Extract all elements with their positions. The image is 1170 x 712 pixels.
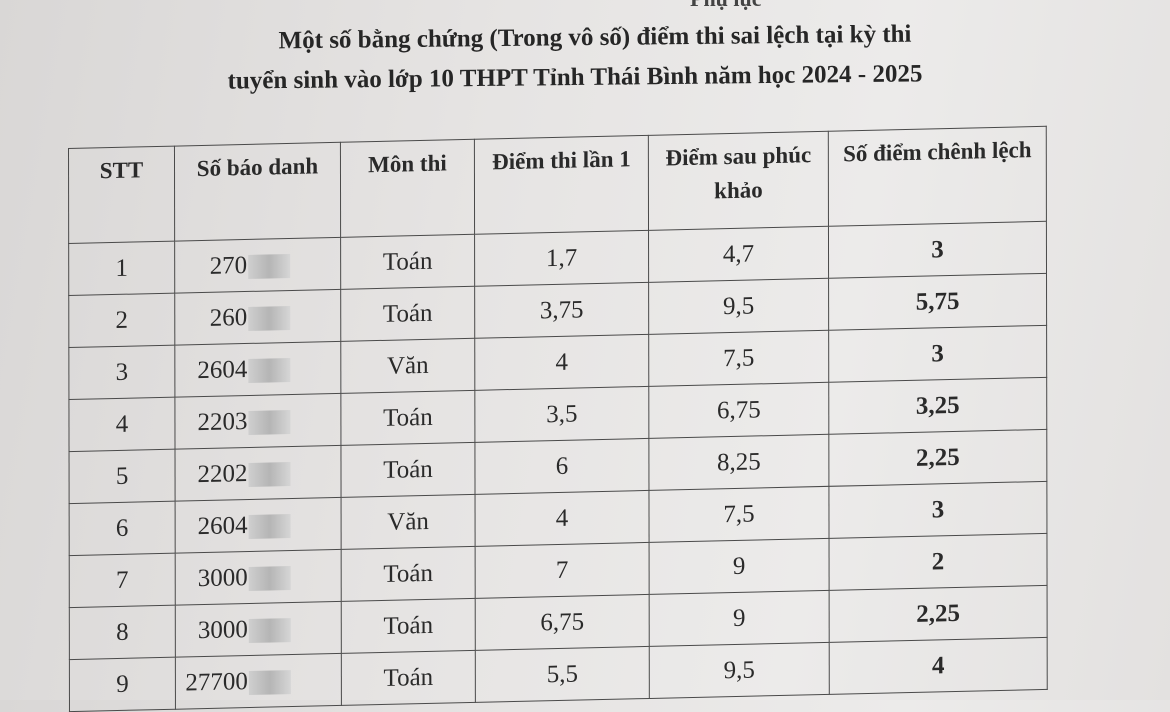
cell-chenh-lech: 3 (828, 221, 1047, 279)
cell-stt: 5 (69, 449, 176, 504)
cell-diem-lan-1: 4 (475, 490, 650, 547)
candidate-number-visible: 3000 (197, 615, 248, 644)
cell-mon-thi: Toán (341, 546, 476, 602)
redaction-blur (248, 253, 291, 279)
score-discrepancy-table: STT Số báo danh Môn thi Điểm thi lần 1 Đ… (68, 126, 1048, 712)
document-title-line-2: tuyển sinh vào lớp 10 THPT Tỉnh Thái Bìn… (227, 60, 923, 95)
cell-chenh-lech: 3,25 (828, 377, 1047, 435)
cell-stt: 1 (68, 241, 175, 296)
cell-chenh-lech: 3 (828, 325, 1047, 383)
cell-diem-lan-1: 1,7 (474, 230, 649, 287)
candidate-number-visible: 260 (209, 303, 248, 332)
cell-diem-phuc-khao: 9 (649, 538, 830, 595)
header-so-bao-danh: Số báo danh (174, 142, 341, 242)
cell-diem-lan-1: 3,5 (474, 386, 649, 443)
candidate-number-visible: 2203 (197, 407, 248, 436)
cell-stt: 7 (69, 553, 176, 608)
cell-diem-lan-1: 4 (474, 334, 649, 391)
redaction-blur (248, 565, 291, 591)
cell-chenh-lech: 3 (828, 481, 1047, 539)
cell-mon-thi: Toán (341, 598, 476, 654)
cell-chenh-lech: 2,25 (828, 429, 1047, 487)
redaction-blur (248, 669, 291, 695)
header-stt: STT (68, 146, 175, 244)
cell-stt: 4 (68, 397, 176, 452)
cell-so-bao-danh: 270 (174, 237, 341, 294)
header-mon-thi: Môn thi (340, 139, 475, 238)
cell-mon-thi: Toán (340, 234, 475, 290)
redaction-blur (248, 357, 291, 383)
candidate-number-visible: 270 (209, 251, 248, 280)
cell-diem-phuc-khao: 6,75 (648, 382, 829, 439)
cell-so-bao-danh: 2604 (174, 341, 341, 398)
header-chenh-lech: Số điểm chênh lệch (828, 126, 1047, 227)
score-table-wrapper: STT Số báo danh Môn thi Điểm thi lần 1 Đ… (68, 126, 1048, 712)
cell-diem-phuc-khao: 9 (649, 590, 830, 647)
cell-stt: 2 (68, 293, 175, 348)
cell-diem-lan-1: 7 (475, 542, 650, 599)
document-title-line-1: Một số bằng chứng (Trong vô số) điểm thi… (278, 20, 912, 55)
cell-stt: 8 (69, 605, 176, 660)
cell-chenh-lech: 2,25 (829, 585, 1048, 643)
header-diem-phuc-khao: Điểm sau phúc khảo (648, 131, 829, 231)
cell-so-bao-danh: 3000 (175, 601, 342, 658)
cell-diem-lan-1: 3,75 (474, 282, 649, 339)
redaction-blur (248, 513, 291, 539)
cell-stt: 6 (69, 501, 176, 556)
cell-diem-phuc-khao: 8,25 (648, 434, 829, 491)
cell-diem-phuc-khao: 4,7 (648, 226, 829, 283)
header-diem-lan-1: Điểm thi lần 1 (474, 135, 649, 235)
cell-chenh-lech: 5,75 (828, 273, 1047, 331)
candidate-number-visible: 2604 (197, 511, 248, 540)
cell-mon-thi: Văn (340, 338, 475, 394)
candidate-number-visible: 2202 (197, 459, 248, 488)
candidate-number-visible: 27700 (185, 667, 248, 696)
cell-chenh-lech: 2 (829, 533, 1048, 591)
cell-mon-thi: Toán (340, 390, 475, 446)
cell-diem-lan-1: 6 (474, 438, 649, 495)
cell-stt: 9 (69, 657, 176, 712)
candidate-number-visible: 2604 (197, 355, 248, 384)
redaction-blur (248, 409, 291, 435)
cell-diem-phuc-khao: 9,5 (649, 642, 830, 699)
cell-stt: 3 (68, 345, 175, 400)
cell-diem-phuc-khao: 7,5 (648, 330, 829, 387)
redaction-blur (248, 305, 291, 331)
cell-diem-lan-1: 6,75 (475, 594, 650, 651)
cell-so-bao-danh: 260 (174, 289, 341, 346)
cell-mon-thi: Văn (341, 494, 476, 550)
cell-diem-phuc-khao: 9,5 (648, 278, 829, 335)
cell-mon-thi: Toán (341, 650, 476, 706)
cell-so-bao-danh: 27700 (175, 653, 342, 710)
redaction-blur (248, 461, 291, 487)
cell-chenh-lech: 4 (829, 637, 1048, 695)
cell-so-bao-danh: 3000 (175, 549, 342, 606)
cell-so-bao-danh: 2202 (175, 445, 342, 502)
cell-mon-thi: Toán (340, 442, 476, 498)
cell-mon-thi: Toán (340, 286, 475, 342)
cell-so-bao-danh: 2203 (174, 393, 341, 450)
cell-diem-phuc-khao: 7,5 (648, 486, 830, 543)
candidate-number-visible: 3000 (197, 563, 248, 592)
appendix-heading-partial: Phụ lục (690, 0, 762, 12)
cell-so-bao-danh: 2604 (175, 497, 342, 554)
cell-diem-lan-1: 5,5 (475, 646, 650, 703)
redaction-blur (248, 617, 291, 643)
